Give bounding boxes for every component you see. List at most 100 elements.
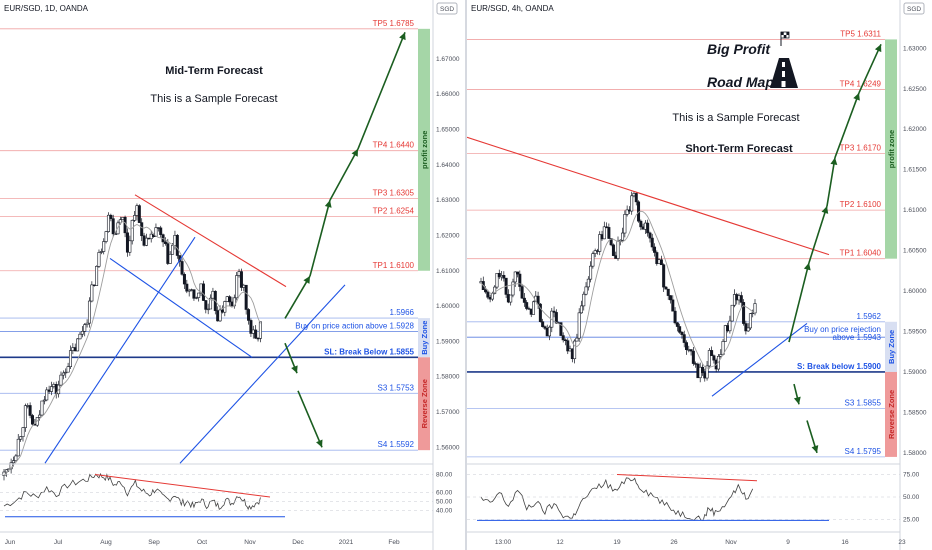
price-tick-label: 1.60500 (903, 248, 927, 255)
candle (42, 396, 46, 405)
candle (230, 296, 234, 307)
forecast-arrow (826, 157, 836, 207)
candle-body (149, 233, 153, 240)
forecast-arrow-head (793, 396, 801, 405)
left-chart-panel[interactable]: EUR/SGD, 1D, OANDA SGD profit zone Buy Zone… (0, 0, 465, 550)
candle (675, 321, 679, 332)
candle-body (61, 372, 65, 376)
candle (655, 250, 659, 266)
candle-body (216, 310, 220, 322)
candle (751, 309, 755, 318)
candle (154, 223, 158, 237)
candle-body (739, 295, 743, 303)
forecast-arrow (297, 390, 323, 448)
candle (19, 436, 23, 442)
candle-body (664, 286, 668, 290)
currency-badge: SGD (903, 2, 925, 15)
time-tick-label: 13:00 (495, 539, 512, 546)
candle (723, 324, 727, 342)
price-level-label: TP4 1.6249 (840, 80, 882, 89)
candle (23, 403, 27, 432)
forecast-arrow-head (303, 276, 310, 284)
candle-body (30, 415, 34, 425)
price-tick-label: 1.67000 (436, 56, 460, 63)
currency-badge-label: SGD (907, 6, 921, 13)
candle-body (71, 347, 75, 351)
candle (16, 434, 20, 457)
candle (137, 204, 141, 223)
candle-body (625, 209, 629, 215)
candle-body (609, 238, 613, 246)
time-tick-label: 26 (670, 539, 678, 546)
chart-header: EUR/SGD, 4h, OANDA (471, 4, 554, 13)
zone-label: profit zone (887, 130, 896, 168)
candle (516, 271, 520, 278)
price-tick-label: 1.61000 (436, 268, 460, 275)
candle-body (142, 235, 146, 246)
candle-body (753, 303, 757, 314)
price-tick-label: 1.59500 (903, 329, 927, 336)
candle (73, 343, 77, 352)
right-chart-svg[interactable]: EUR/SGD, 4h, OANDA SGD profit zone Buy Zone… (467, 0, 932, 550)
candle (591, 251, 595, 269)
candle (175, 234, 179, 259)
candle (76, 338, 80, 352)
candle-body (552, 310, 556, 313)
right-chart-panel[interactable]: EUR/SGD, 4h, OANDA SGD profit zone Buy Zone… (467, 0, 932, 550)
candle (664, 286, 668, 290)
left-chart-svg[interactable]: EUR/SGD, 1D, OANDA SGD profit zone Buy Zone… (0, 0, 465, 550)
time-tick-label: Oct (197, 539, 207, 546)
candle (653, 243, 657, 257)
candle-body (532, 301, 536, 315)
candle (26, 403, 30, 409)
price-tick-label: 1.61500 (903, 167, 927, 174)
candle (199, 283, 203, 297)
candle (104, 230, 108, 244)
candle (685, 340, 689, 355)
candle (99, 248, 103, 255)
candle-body (185, 283, 189, 292)
candle-body (156, 227, 160, 229)
candle-body (171, 245, 175, 255)
candle-body (563, 339, 567, 342)
candle-body (23, 405, 27, 428)
candle (147, 237, 151, 240)
price-tick-label: 1.66000 (436, 91, 460, 98)
candle (140, 218, 144, 242)
candle-body (144, 237, 148, 246)
price-level-label-2: above 1.5943 (833, 333, 882, 342)
candle (97, 249, 101, 269)
candle (111, 214, 115, 238)
candle (225, 295, 229, 303)
candle-body (513, 271, 517, 283)
candle-body (125, 232, 129, 253)
candle-body (121, 216, 125, 220)
candle (90, 281, 94, 303)
candle-body (242, 284, 246, 288)
candle (244, 284, 248, 315)
candle-body (522, 297, 526, 303)
candle-body (99, 251, 103, 253)
candle-body (230, 301, 234, 307)
price-level-label: S4 1.5795 (845, 447, 882, 456)
candle (133, 210, 137, 222)
candle (159, 225, 163, 238)
candle (691, 347, 695, 366)
candle-body (646, 222, 650, 234)
forecast-arrow (788, 262, 810, 343)
candle (561, 332, 565, 343)
price-tick-label: 1.60000 (436, 303, 460, 310)
price-level-label: S: Break below 1.5900 (797, 362, 882, 371)
candle (630, 191, 634, 215)
candle-body (707, 350, 711, 367)
candle-body (85, 322, 89, 325)
candle-body (11, 460, 15, 464)
panel-divider[interactable] (465, 0, 467, 550)
candle-body (666, 288, 670, 296)
candle-body (554, 312, 558, 324)
candle-body (744, 323, 748, 332)
candle (194, 296, 198, 300)
candle (80, 326, 84, 338)
candle (662, 263, 666, 292)
candle (106, 212, 110, 233)
